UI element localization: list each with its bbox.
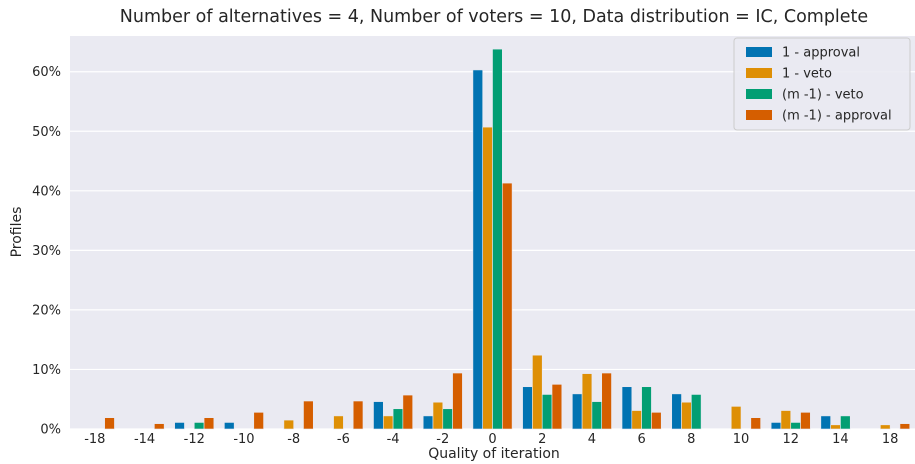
bar xyxy=(830,424,841,430)
bar xyxy=(452,372,463,430)
legend-swatch xyxy=(746,47,772,57)
bar xyxy=(790,422,801,430)
y-tick-label: 0% xyxy=(40,423,61,438)
bar xyxy=(253,412,264,430)
bar xyxy=(422,415,434,430)
y-axis-label: Profiles xyxy=(9,207,25,258)
bar xyxy=(104,417,115,430)
bar xyxy=(691,394,702,430)
y-tick-label: 10% xyxy=(32,363,61,378)
legend-swatch xyxy=(746,89,772,99)
bar xyxy=(501,182,513,430)
bar xyxy=(681,401,692,430)
bar xyxy=(780,410,792,430)
x-tick-label: -2 xyxy=(436,432,449,447)
bar xyxy=(800,412,811,430)
bar xyxy=(352,400,364,430)
y-tick-label: 20% xyxy=(32,303,61,318)
bar xyxy=(482,126,493,430)
legend-box xyxy=(733,37,911,131)
bars xyxy=(104,48,911,430)
bar xyxy=(402,394,413,430)
bar xyxy=(492,48,503,430)
y-tick-label: 60% xyxy=(32,65,61,80)
legend-entry: (m -1) - veto xyxy=(782,88,864,103)
bar xyxy=(154,423,165,430)
legend-entry: 1 - approval xyxy=(782,46,860,61)
bar xyxy=(840,415,851,430)
bar xyxy=(224,422,235,430)
bar xyxy=(581,373,593,430)
bar xyxy=(591,401,603,430)
x-tick-label: 2 xyxy=(538,432,546,447)
legend-swatch xyxy=(746,110,772,120)
bar xyxy=(532,354,543,430)
bar xyxy=(432,401,444,430)
x-tick-label: 6 xyxy=(637,432,645,447)
x-axis-label: Quality of iteration xyxy=(428,446,560,462)
bar xyxy=(551,384,563,430)
bar xyxy=(631,410,642,430)
x-tick-label: -6 xyxy=(337,432,350,447)
x-tick-label: -12 xyxy=(184,432,205,447)
bar xyxy=(522,386,533,430)
bar xyxy=(392,408,404,430)
legend-swatch xyxy=(746,68,772,78)
bar xyxy=(174,422,185,430)
bar xyxy=(303,400,314,430)
bar xyxy=(671,393,682,430)
bar xyxy=(651,412,662,430)
x-axis-ticks: -18 -14 -12 -10 -8 -6 -4 -2 0 2 4 6 8 10 12 14 18 xyxy=(84,432,898,447)
bar xyxy=(770,422,782,430)
bar xyxy=(541,394,553,430)
y-tick-label: 30% xyxy=(32,244,61,259)
bar xyxy=(820,415,831,430)
bar xyxy=(373,401,384,430)
bar xyxy=(730,406,742,430)
x-tick-label: 8 xyxy=(687,432,695,447)
y-axis-ticks: 0% 10% 20% 30% 40% 50% 60% xyxy=(32,65,61,437)
y-tick-label: 50% xyxy=(32,125,61,140)
x-tick-label: 0 xyxy=(488,432,496,447)
bar xyxy=(621,386,633,430)
legend-entry: (m -1) - approval xyxy=(782,109,892,124)
chart-title: Number of alternatives = 4, Number of vo… xyxy=(120,7,868,27)
x-tick-label: 12 xyxy=(782,432,799,447)
x-tick-label: -18 xyxy=(84,432,105,447)
bar xyxy=(641,386,652,430)
x-tick-label: 10 xyxy=(733,432,750,447)
bar xyxy=(899,423,911,430)
legend-entry: 1 - veto xyxy=(782,67,832,82)
bar xyxy=(333,415,344,430)
x-tick-label: 18 xyxy=(882,432,899,447)
bar xyxy=(472,69,483,430)
bar xyxy=(203,417,215,430)
x-tick-label: -8 xyxy=(287,432,300,447)
bar xyxy=(572,393,583,430)
bar xyxy=(601,372,612,430)
bar xyxy=(442,408,453,430)
y-tick-label: 40% xyxy=(32,184,61,199)
x-tick-label: -10 xyxy=(233,432,254,447)
bar xyxy=(193,422,205,430)
bar xyxy=(750,417,761,430)
x-tick-label: 14 xyxy=(832,432,849,447)
bar xyxy=(382,415,394,430)
x-tick-label: -4 xyxy=(387,432,400,447)
bar xyxy=(880,424,891,430)
legend: 1 - approval 1 - veto (m -1) - veto (m -1) … xyxy=(733,37,911,131)
bar xyxy=(283,419,294,430)
x-tick-label: 4 xyxy=(588,432,596,447)
x-tick-label: -14 xyxy=(134,432,155,447)
